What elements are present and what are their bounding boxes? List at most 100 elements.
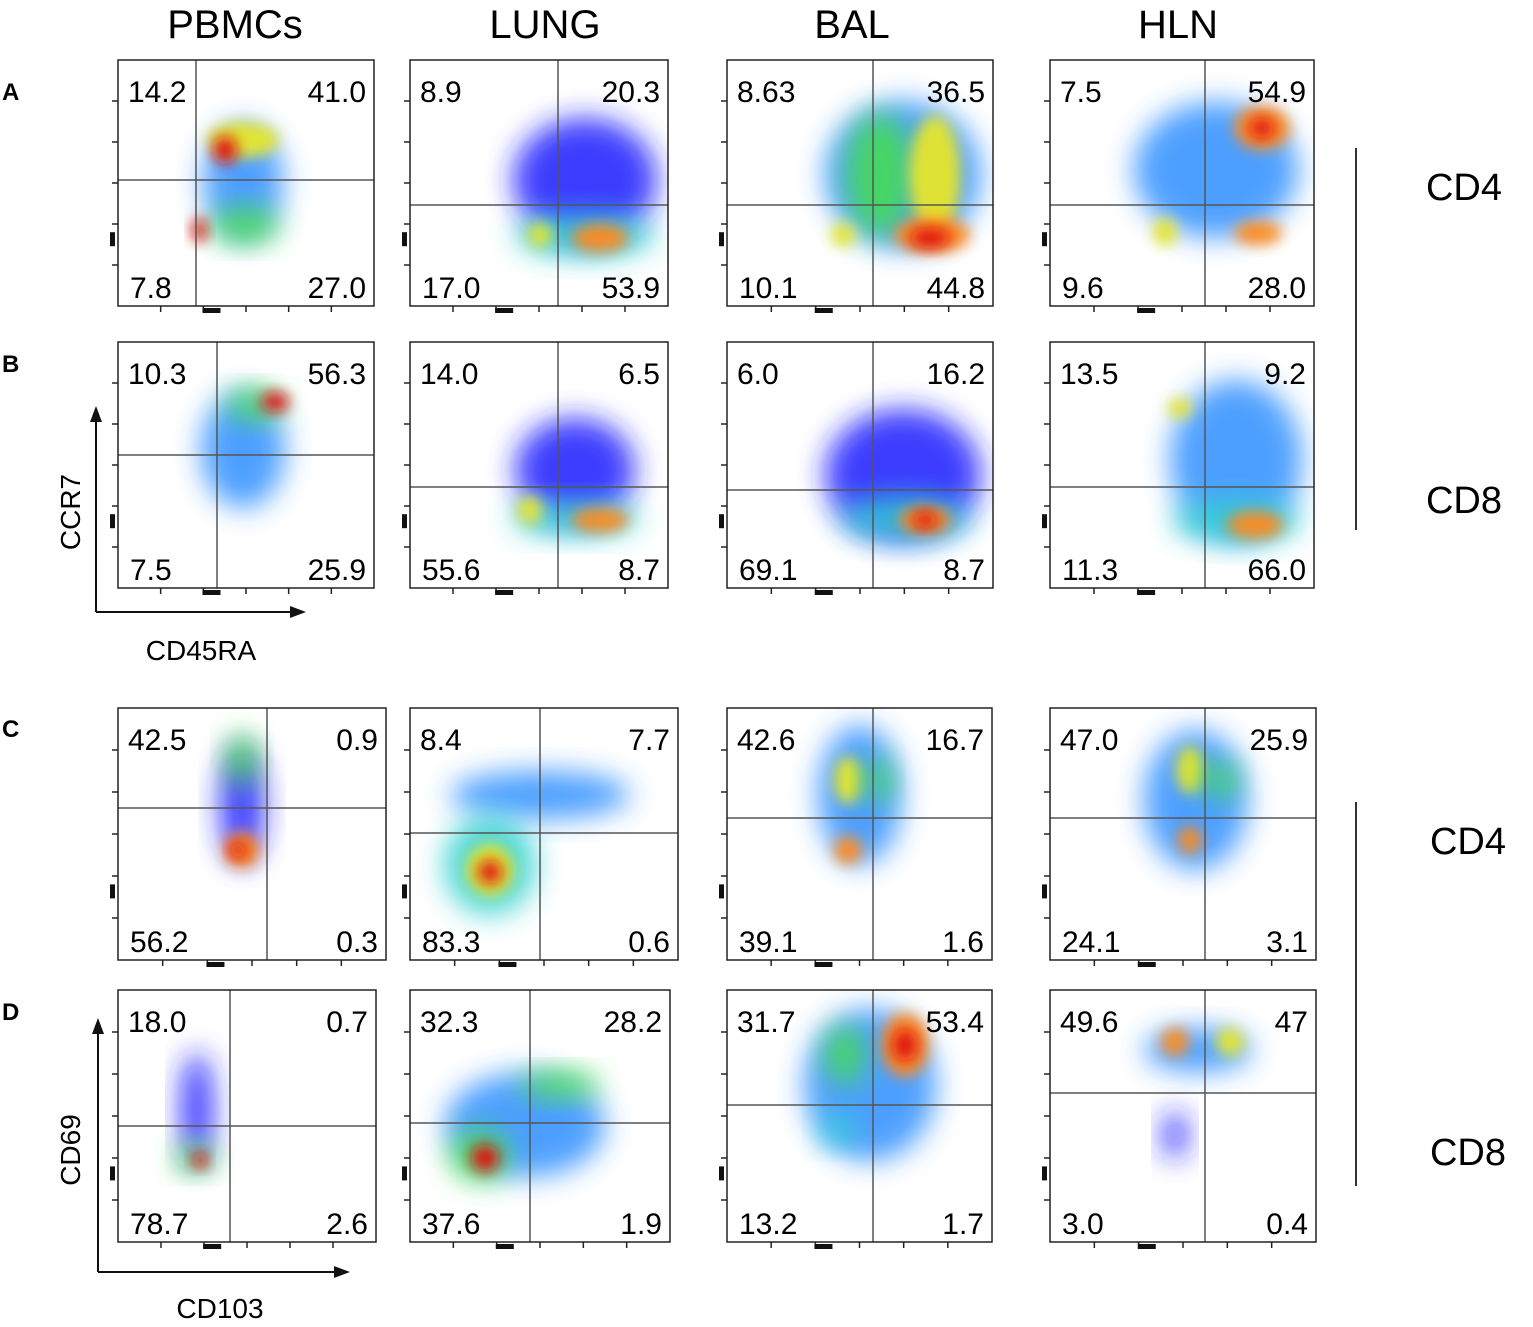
quadrant-value-lr: 1.7 [942,1208,984,1241]
x-tick-cluster [1137,1244,1156,1249]
density-blob [518,496,542,524]
density-blob [201,392,285,508]
density-blob [572,224,628,252]
density-panel-a-bal: 8.63 36.5 10.1 44.8 [719,59,994,313]
density-blob [893,1029,917,1061]
quadrant-value-lr: 8.7 [943,554,985,587]
y-tick-cluster [1042,514,1047,529]
density-blob [831,223,855,247]
x-tick-cluster [202,308,221,313]
quadrant-value-lr: 0.6 [628,926,670,959]
quadrant-value-ur: 9.2 [1264,358,1306,391]
quadrant-value-lr: 66.0 [1248,554,1306,587]
density-panel-b-hln: 13.5 9.2 11.3 66.0 [1042,341,1315,595]
quadrant-value-ur: 20.3 [602,76,660,109]
y-tick-cluster [402,232,407,247]
row-label-a: A [2,79,19,106]
quadrant-value-lr: 53.9 [602,272,660,305]
density-blob [1227,511,1283,539]
x-tick-cluster [495,308,514,313]
x-tick-cluster [495,1244,514,1249]
density-blob [825,1025,865,1085]
density-blob [520,1071,600,1099]
density-blob [513,118,657,242]
quadrant-value-ul: 47.0 [1060,724,1118,757]
quadrant-value-ll: 83.3 [422,926,480,959]
density-cloud [825,409,981,541]
x-tick-cluster [1137,590,1156,595]
density-blob [1178,826,1202,854]
density-cloud [175,1052,215,1172]
quadrant-value-ul: 8.9 [420,76,462,109]
quadrant-value-ul: 14.0 [420,358,478,391]
x-tick-cluster [814,308,833,313]
density-blob [478,860,502,884]
quadrant-value-ul: 7.5 [1060,76,1102,109]
density-blob [1163,1111,1187,1159]
quadrant-value-ul: 42.5 [128,724,186,757]
density-cloud [1134,102,1298,246]
row-label-c: C [2,716,19,743]
quadrant-value-ul: 8.4 [420,724,462,757]
quadrant-value-ul: 49.6 [1060,1006,1118,1039]
density-blob [910,228,950,248]
quadrant-value-ur: 25.9 [1250,724,1308,757]
quadrant-value-ur: 41.0 [308,76,366,109]
quadrant-value-ur: 53.4 [926,1006,984,1039]
density-cloud [192,122,283,243]
quadrant-value-ul: 31.7 [737,1006,795,1039]
x-tick-cluster [1137,308,1156,313]
y-tick-cluster [719,884,724,899]
density-cloud [445,1071,605,1181]
density-blob [1176,746,1204,794]
quadrant-value-ul: 14.2 [128,76,186,109]
density-cloud [825,101,981,253]
y-tick-cluster [1042,884,1047,899]
density-blob [846,113,914,237]
column-title-hln: HLN [1138,3,1218,47]
quadrant-value-lr: 0.3 [336,926,378,959]
quadrant-value-ul: 8.63 [737,76,795,109]
x-tick-cluster [206,962,225,967]
quadrant-value-ll: 11.3 [1062,554,1118,587]
density-blob [261,392,289,412]
quadrant-value-ll: 55.6 [422,554,480,587]
density-blob [192,218,208,242]
panel-background [118,990,376,1242]
density-cloud [1168,380,1302,542]
density-blob [213,136,237,164]
quadrant-value-ul: 6.0 [737,358,779,391]
quadrant-value-ll: 3.0 [1062,1208,1104,1241]
y-axis-label-cd69: CD69 [55,1114,86,1186]
quadrant-value-ll: 56.2 [130,926,188,959]
quadrant-value-ll: 9.6 [1062,272,1104,305]
quadrant-value-ul: 13.5 [1060,358,1118,391]
x-axis-label-cd103: CD103 [176,1293,263,1324]
density-panel-b-lung: 14.0 6.5 55.6 8.7 [402,341,669,595]
column-title-pbmcs: PBMCs [167,3,303,47]
x-tick-cluster [814,590,833,595]
density-panel-c-lung: 8.4 7.7 83.3 0.6 [402,707,679,967]
x-tick-cluster [814,962,833,967]
density-blob [820,1114,856,1146]
density-panel-d-bal: 31.7 53.4 13.2 1.7 [719,989,993,1249]
y-tick-cluster [110,1166,115,1181]
density-blob [528,223,552,247]
density-blob [572,508,628,532]
density-panel-c-hln: 47.0 25.9 24.1 3.1 [1042,707,1317,967]
y-tick-cluster [719,1166,724,1181]
quadrant-value-lr: 1.6 [942,926,984,959]
quadrant-value-ll: 69.1 [739,554,797,587]
density-panel-c-pbmcs: 42.5 0.9 56.2 0.3 [110,707,387,967]
density-blob [192,1152,208,1168]
density-blob [1153,218,1177,246]
y-tick-cluster [110,514,115,529]
density-blob [515,418,635,522]
density-blob [211,207,279,243]
density-cloud [818,725,902,865]
quadrant-value-ur: 0.7 [326,1006,368,1039]
density-blob [913,512,937,528]
density-panel-c-bal: 42.6 16.7 39.1 1.6 [719,707,993,967]
y-axis-label-ccr7: CCR7 [55,474,86,550]
quadrant-value-ll: 24.1 [1062,926,1120,959]
